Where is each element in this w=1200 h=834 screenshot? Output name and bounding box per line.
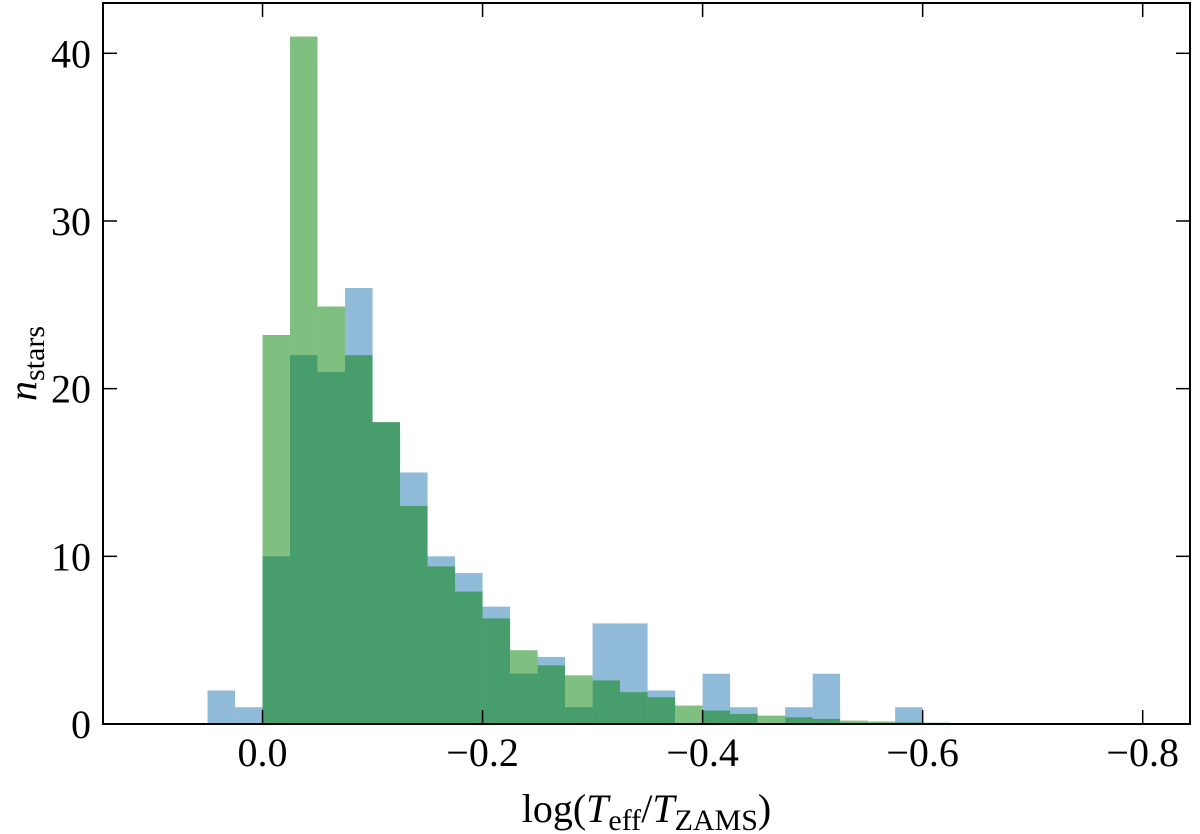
bar	[400, 506, 428, 724]
bar	[207, 690, 236, 724]
bar	[290, 36, 318, 724]
bar	[675, 705, 703, 724]
y-tick-label: 30	[51, 199, 91, 244]
y-tick-label: 0	[71, 702, 91, 747]
bar	[702, 710, 731, 724]
x-axis-label-part: ZAMS	[675, 804, 758, 834]
y-axis-label-part: n	[0, 381, 45, 401]
x-axis-label-part: /	[641, 786, 653, 831]
bar	[812, 673, 841, 724]
x-axis-label-part: eff	[608, 804, 641, 834]
bar	[840, 720, 868, 724]
bar	[235, 707, 263, 724]
y-tick-label: 10	[51, 534, 91, 579]
x-tick-label: −0.8	[1106, 730, 1179, 775]
bar	[785, 717, 813, 724]
x-axis-label-part: )	[758, 786, 771, 831]
bar	[592, 680, 621, 724]
bar	[345, 355, 373, 724]
y-tick-label: 40	[51, 31, 91, 76]
bar	[565, 675, 593, 724]
y-axis-label: nstars	[0, 326, 51, 401]
bar	[867, 721, 896, 724]
bar	[482, 618, 511, 724]
y-tick-label: 20	[51, 367, 91, 412]
bar	[895, 707, 923, 724]
bar	[262, 334, 291, 724]
x-tick-label: −0.6	[886, 730, 959, 775]
bar	[730, 713, 758, 724]
x-axis-label-part: log(	[522, 786, 586, 831]
x-axis-label-part: T	[652, 786, 677, 831]
x-tick-label: −0.4	[666, 730, 739, 775]
bar	[317, 306, 346, 724]
x-tick-label: 0.0	[238, 730, 288, 775]
bar	[537, 665, 566, 724]
bar	[812, 718, 841, 724]
x-axis-label: log(Teff/TZAMS)	[522, 786, 772, 834]
bar	[455, 591, 483, 724]
plot-frame	[102, 2, 1191, 725]
x-tick-label: −0.2	[446, 730, 519, 775]
bar	[647, 697, 676, 724]
bar	[372, 422, 401, 724]
y-axis-label-part: stars	[18, 326, 51, 381]
bar	[620, 692, 648, 724]
bar	[427, 566, 456, 724]
bar	[510, 650, 538, 724]
x-axis-label-part: T	[586, 786, 611, 831]
bar	[757, 715, 786, 724]
